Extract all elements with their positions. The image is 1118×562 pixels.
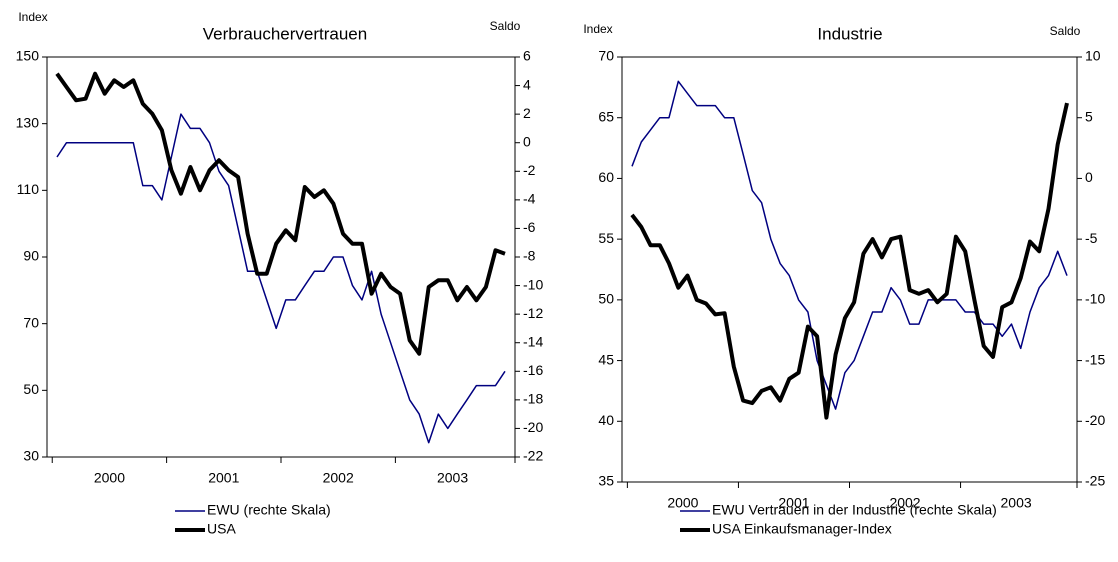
y2-tick-label: -22 (523, 448, 543, 464)
chart-title: Verbrauchervertrauen (203, 24, 367, 43)
y2-tick-label: 4 (523, 76, 531, 92)
y-axis-label: Index (18, 10, 47, 24)
x-tick-label: 2000 (667, 495, 698, 511)
x-tick-label: 2000 (94, 470, 125, 486)
x-tick-label: 2002 (889, 495, 920, 511)
x-tick-label: 2003 (437, 470, 468, 486)
legend-label: EWU (rechte Skala) (207, 502, 331, 518)
y2-tick-label: -2 (523, 162, 536, 178)
y-axis-label: Index (583, 22, 612, 36)
series-line (55, 71, 506, 356)
y-tick-label: 130 (16, 114, 40, 130)
y-tick-label: 40 (598, 412, 614, 428)
y-tick-label: 110 (17, 181, 40, 197)
y2-tick-label: 2 (523, 105, 531, 121)
y-tick-label: 60 (598, 169, 614, 185)
y2-tick-label: -5 (1085, 230, 1098, 246)
y-tick-label: 65 (598, 108, 614, 124)
series-line (56, 113, 506, 444)
y2-tick-label: -14 (523, 333, 543, 349)
y-tick-label: 90 (23, 248, 39, 264)
y2-tick-label: -10 (1085, 291, 1105, 307)
y2-tick-label: -25 (1085, 473, 1105, 489)
y2-tick-label: -4 (523, 191, 536, 207)
y2-tick-label: -18 (523, 391, 543, 407)
y2-axis-label: Saldo (1050, 24, 1081, 38)
plot-frame (46, 56, 516, 458)
series-line (631, 80, 1068, 410)
x-tick-label: 2003 (1001, 495, 1032, 511)
y2-tick-label: 0 (523, 133, 531, 149)
y-tick-label: 150 (16, 48, 40, 64)
y2-tick-label: 0 (1085, 169, 1093, 185)
legend-label: USA Einkaufsmanager-Index (712, 521, 892, 537)
y2-tick-label: -8 (523, 248, 536, 264)
x-tick-label: 2001 (778, 495, 809, 511)
plot-frame (621, 56, 1078, 483)
y-tick-label: 50 (598, 291, 614, 307)
y2-axis-label: Saldo (490, 19, 521, 33)
y-tick-label: 30 (23, 448, 39, 464)
y2-tick-label: -10 (523, 276, 543, 292)
y-tick-label: 70 (23, 314, 39, 330)
y2-tick-label: 6 (523, 48, 531, 64)
x-tick-label: 2002 (323, 470, 354, 486)
y2-tick-label: -16 (523, 362, 543, 378)
y2-tick-label: -12 (523, 305, 543, 321)
y-tick-label: 70 (598, 48, 614, 64)
y-tick-label: 55 (598, 230, 614, 246)
x-tick-label: 2001 (208, 470, 239, 486)
series-line (630, 102, 1069, 420)
y2-tick-label: -20 (523, 419, 543, 435)
y2-tick-label: -6 (523, 219, 536, 235)
y2-tick-label: -20 (1085, 412, 1105, 428)
chart-title: Industrie (817, 24, 882, 43)
y-tick-label: 50 (23, 381, 39, 397)
y2-tick-label: 10 (1085, 48, 1101, 64)
legend-label: USA (207, 521, 236, 537)
legend-label: EWU Vertrauen in der Industrie (rechte S… (712, 502, 997, 518)
y-tick-label: 35 (598, 473, 614, 489)
y2-tick-label: 5 (1085, 108, 1093, 124)
y2-tick-label: -15 (1085, 351, 1105, 367)
y-tick-label: 45 (598, 351, 614, 367)
